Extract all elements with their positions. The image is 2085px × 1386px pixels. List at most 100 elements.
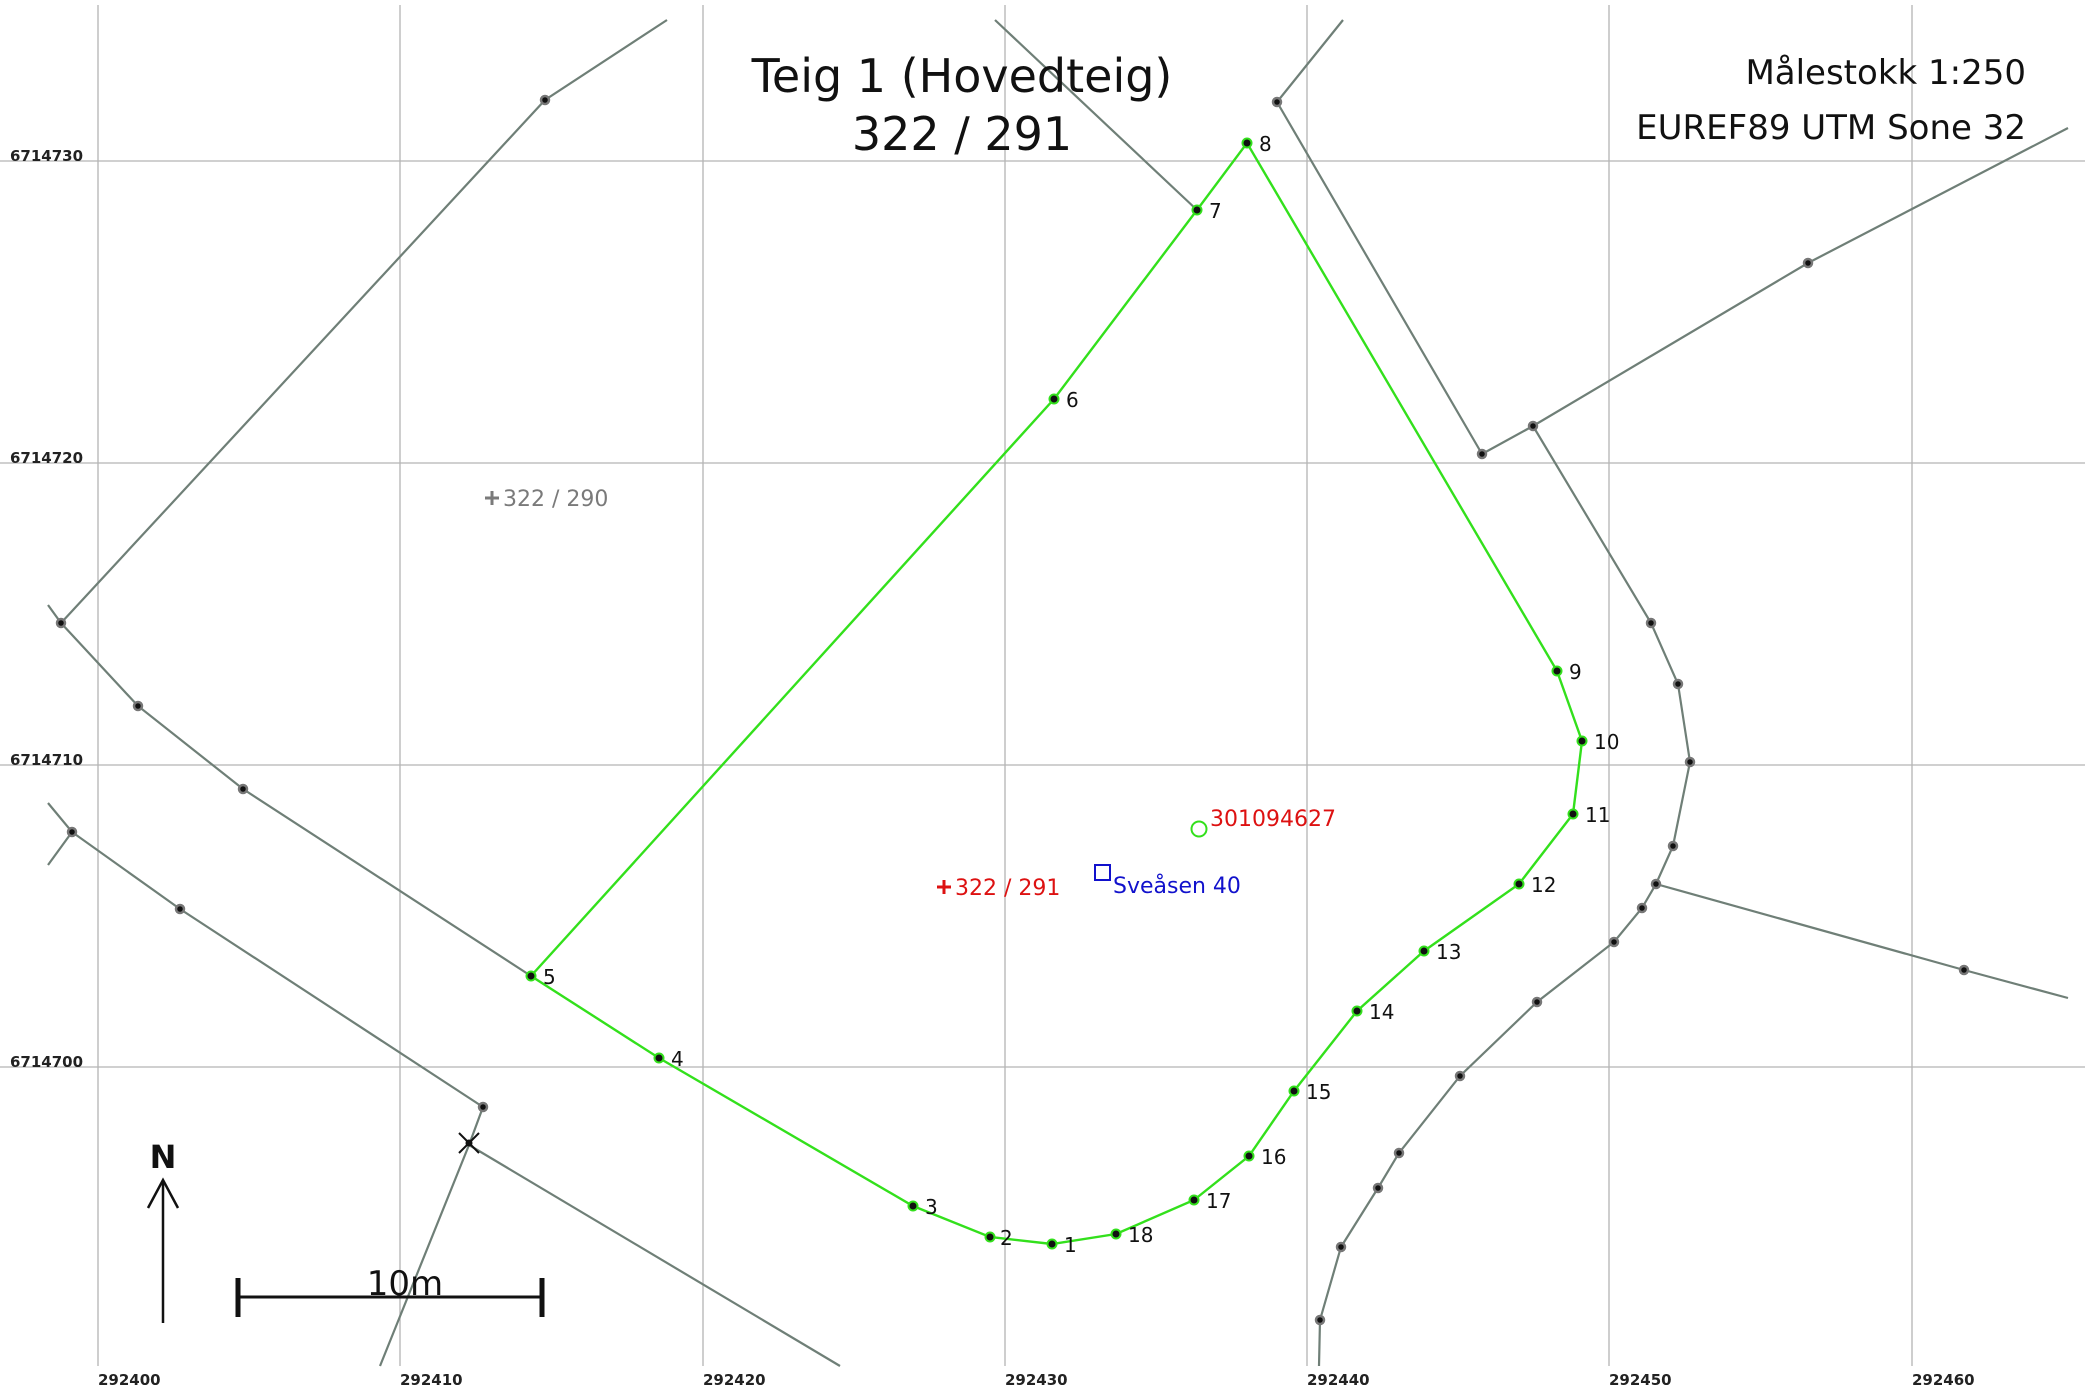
- neighbor-parcel-label: 322 / 290: [503, 487, 608, 512]
- parcel-boundary[interactable]: [529, 140, 1584, 1246]
- boundary-point-label: 17: [1206, 1189, 1231, 1213]
- boundary-point-label: 13: [1436, 940, 1461, 964]
- boundary-point-label: 8: [1259, 132, 1272, 156]
- boundary-point-label: 9: [1569, 660, 1582, 684]
- x-axis-ticks: 292400 292410 292420 292430 292440 29245…: [98, 1371, 1975, 1386]
- neighbor-point: [539, 94, 551, 106]
- neighbor-point: [1531, 996, 1543, 1008]
- boundary-point: [1188, 1194, 1200, 1206]
- x-tick-label: 292430: [1005, 1371, 1068, 1386]
- boundary-point: [1110, 1228, 1122, 1240]
- neighbor-point: [237, 783, 249, 795]
- neighbor-point: [1802, 257, 1814, 269]
- neighbor-point: [1372, 1182, 1384, 1194]
- y-tick-label: 6714730: [10, 147, 83, 165]
- y-tick-label: 6714720: [10, 449, 83, 467]
- boundary-point-label: 16: [1261, 1145, 1286, 1169]
- boundary-point: [1048, 393, 1060, 405]
- neighbor-point: [1684, 756, 1696, 768]
- boundary-point: [1046, 1238, 1058, 1250]
- x-tick-label: 292410: [400, 1371, 463, 1386]
- neighbor-point: [1454, 1070, 1466, 1082]
- coordinate-grid: [0, 5, 2085, 1366]
- y-tick-label: 6714710: [10, 751, 83, 769]
- neighbor-point: [1958, 964, 1970, 976]
- boundary-point-label: 15: [1306, 1080, 1331, 1104]
- boundary-marker-icon: [458, 1132, 480, 1154]
- boundary-point-label: 5: [543, 965, 556, 989]
- boundary-point-label: 14: [1369, 1000, 1394, 1024]
- x-tick-label: 292460: [1912, 1371, 1975, 1386]
- neighbor-boundary-line: [60, 622, 532, 977]
- boundary-point: [1551, 665, 1563, 677]
- scale-bar: [235, 1278, 545, 1317]
- neighbor-point: [1608, 936, 1620, 948]
- boundary-point: [907, 1200, 919, 1212]
- boundary-point: [1351, 1005, 1363, 1017]
- boundary-point-label: 7: [1209, 199, 1222, 223]
- neighbor-point: [1393, 1147, 1405, 1159]
- neighbor-boundaries: [47, 19, 2069, 1367]
- neighbor-boundary-line: [468, 1144, 841, 1367]
- neighbor-point: [1636, 902, 1648, 914]
- address-label: Sveåsen 40: [1113, 873, 1241, 899]
- scale-bar-label: 10m: [367, 1264, 443, 1304]
- neighbor-point: [1335, 1241, 1347, 1253]
- x-tick-label: 292440: [1307, 1371, 1370, 1386]
- boundary-points: [525, 137, 1588, 1250]
- crs-text: EUREF89 UTM Sone 32: [1636, 108, 2026, 148]
- main-parcel-label[interactable]: 322 / 291: [955, 876, 1060, 901]
- boundary-point: [1288, 1085, 1300, 1097]
- x-tick-label: 292400: [98, 1371, 161, 1386]
- neighbor-boundary-line: [1481, 127, 2069, 455]
- parcel-id-title: 322 / 291: [852, 107, 1072, 161]
- boundary-point: [653, 1052, 665, 1064]
- boundary-point: [1567, 808, 1579, 820]
- boundary-point-label: 2: [1000, 1226, 1013, 1250]
- y-tick-label: 6714700: [10, 1053, 83, 1071]
- boundary-point-label: 11: [1585, 803, 1610, 827]
- boundary-point: [1513, 878, 1525, 890]
- x-tick-label: 292450: [1609, 1371, 1672, 1386]
- y-axis-ticks: 6714730 6714720 6714710 6714700: [10, 147, 83, 1071]
- boundary-point: [1576, 735, 1588, 747]
- boundary-point-label: 10: [1594, 730, 1619, 754]
- boundary-point: [1241, 137, 1253, 149]
- square-marker-icon[interactable]: [1094, 864, 1111, 881]
- neighbor-boundary-line: [47, 831, 73, 866]
- neighbor-point: [1527, 420, 1539, 432]
- neighbor-point: [1314, 1314, 1326, 1326]
- neighbor-point: [477, 1101, 489, 1113]
- neighbor-point: [1645, 617, 1657, 629]
- circle-marker-icon[interactable]: [1190, 820, 1208, 838]
- neighbor-boundary-line: [994, 19, 1198, 211]
- neighbor-point: [132, 700, 144, 712]
- boundary-point-label: 12: [1531, 873, 1556, 897]
- map-title: Teig 1 (Hovedteig): [751, 49, 1173, 103]
- neighbor-parcel-marker: [485, 491, 499, 505]
- boundary-point: [984, 1231, 996, 1243]
- boundary-point: [525, 970, 537, 982]
- neighbor-point: [1650, 878, 1662, 890]
- boundary-point: [1243, 1150, 1255, 1162]
- scale-text: Målestokk 1:250: [1745, 53, 2026, 93]
- neighbor-point: [1672, 678, 1684, 690]
- neighbor-point: [66, 826, 78, 838]
- boundary-point-label: 4: [671, 1047, 684, 1071]
- plus-marker-icon: [937, 880, 951, 894]
- x-tick-label: 292420: [703, 1371, 766, 1386]
- boundary-point: [1191, 204, 1203, 216]
- arrow-up-icon: [146, 1177, 180, 1323]
- boundary-point-label: 1: [1064, 1233, 1077, 1257]
- neighbor-points: [55, 94, 1970, 1326]
- building-id-label: 301094627: [1210, 807, 1336, 832]
- neighbor-boundary-line: [1275, 19, 1483, 455]
- boundary-point-labels: 1 2 3 4 5 6 7 8 9 10 11 12 13 14 15 16 1…: [543, 132, 1619, 1257]
- boundary-point-label: 3: [925, 1195, 938, 1219]
- boundary-point-label: 18: [1128, 1223, 1153, 1247]
- neighbor-point: [1271, 96, 1283, 108]
- north-label: N: [150, 1138, 177, 1176]
- neighbor-boundary-line: [1317, 425, 1692, 1367]
- neighbor-point: [55, 617, 67, 629]
